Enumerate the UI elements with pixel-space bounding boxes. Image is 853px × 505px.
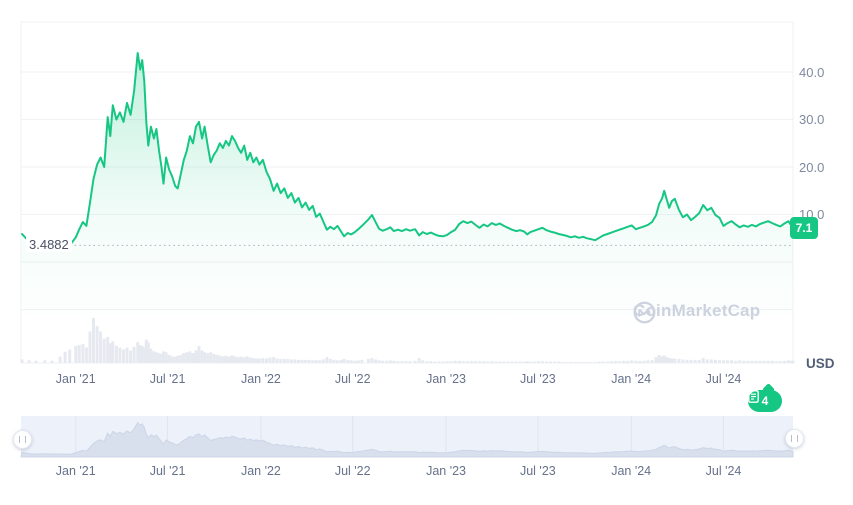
y-axis-label: 40.0 — [799, 64, 825, 80]
brush-axis-label: Jan '22 — [240, 464, 281, 478]
news-annotation-badge[interactable]: 4 — [748, 390, 782, 412]
brush-axis-label: Jul '23 — [519, 464, 556, 478]
x-axis-label: Jan '21 — [55, 372, 96, 386]
coinmarketcap-watermark: CoinMarketCap — [633, 301, 761, 324]
x-axis-label: Jan '22 — [240, 372, 281, 386]
current-price-badge: 7.1 — [790, 217, 818, 240]
price-area-fill — [21, 53, 793, 363]
news-icon — [748, 390, 759, 403]
brush-axis-label: Jan '23 — [426, 464, 466, 478]
x-axis-label: Jul '22 — [334, 372, 371, 386]
brush-handle-left[interactable] — [12, 430, 32, 449]
currency-label: USD — [806, 356, 835, 371]
price-line — [21, 52, 794, 247]
y-axis-label: 30.0 — [799, 112, 825, 127]
news-count: 4 — [761, 394, 769, 408]
x-axis-label: Jul '24 — [705, 372, 742, 386]
brush-area-silhouette — [20, 421, 794, 458]
min-price-label: 3.4882 — [26, 237, 72, 253]
grip-icon — [790, 435, 798, 442]
brush-handle-right[interactable] — [784, 429, 804, 448]
brush-axis-label: Jul '24 — [705, 464, 742, 478]
y-axis-label: 20.0 — [799, 159, 825, 175]
x-axis-label: Jan '24 — [611, 372, 652, 386]
coinmarketcap-logo-icon — [633, 301, 656, 324]
brush-axis-label: Jul '22 — [334, 464, 371, 478]
watermark-text: CoinMarketCap — [633, 301, 761, 320]
brush-axis-label: Jan '21 — [55, 464, 96, 478]
brush-axis-label: Jan '24 — [611, 464, 652, 478]
x-axis-label: Jul '21 — [149, 372, 186, 386]
x-axis-label: Jul '23 — [519, 372, 556, 386]
x-axis-label: Jan '23 — [426, 372, 466, 386]
grip-icon — [18, 436, 26, 443]
brush-axis-label: Jul '21 — [149, 464, 186, 478]
